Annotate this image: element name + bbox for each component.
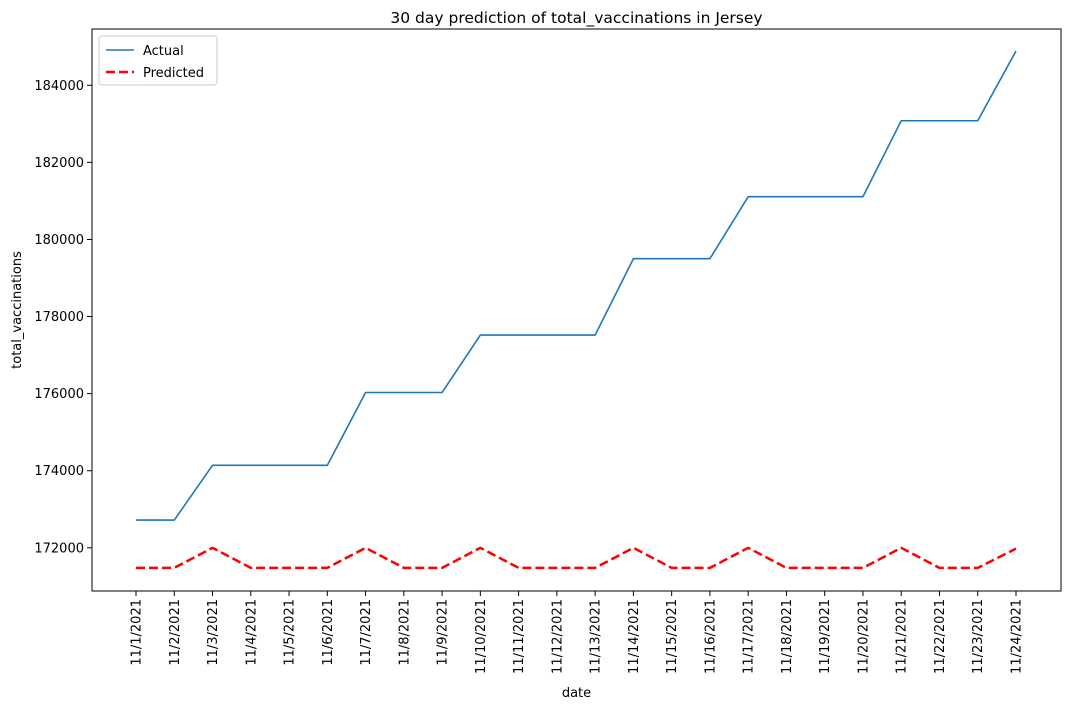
x-tick-label: 11/12/2021 [550, 599, 565, 674]
y-tick-label: 172000 [34, 541, 84, 556]
x-axis-label: date [562, 686, 591, 701]
x-tick-label: 11/1/2021 [130, 599, 145, 666]
x-axis: 11/1/2021 11/2/2021 11/3/2021 11/4/2021 11/5… [130, 591, 1025, 674]
x-tick-label: 11/16/2021 [703, 599, 718, 674]
x-tick-label: 11/22/2021 [933, 599, 948, 674]
x-tick-label: 11/21/2021 [895, 599, 910, 674]
x-tick-label: 11/6/2021 [321, 599, 336, 666]
legend-label-predicted: Predicted [143, 66, 204, 81]
x-tick-label: 11/20/2021 [856, 599, 871, 674]
x-tick-label: 11/3/2021 [206, 599, 221, 666]
series-line-predicted [136, 546, 1017, 570]
x-tick-label: 11/11/2021 [512, 599, 527, 674]
x-tick-label: 11/19/2021 [818, 599, 833, 674]
x-tick-label: 11/5/2021 [283, 599, 298, 666]
x-tick-label: 11/13/2021 [589, 599, 604, 674]
chart-title: 30 day prediction of total_vaccinations … [390, 9, 762, 28]
y-tick-label: 176000 [34, 387, 84, 402]
x-tick-label: 11/9/2021 [436, 599, 451, 666]
plot-area-frame [91, 28, 1062, 592]
series-line-actual [136, 50, 1017, 521]
y-axis: 172000 174000 176000 178000 180000 182000 1840… [34, 79, 92, 556]
x-tick-label: 11/2/2021 [168, 599, 183, 666]
x-tick-label: 11/14/2021 [627, 599, 642, 674]
x-tick-label: 11/8/2021 [397, 599, 412, 666]
y-tick-label: 184000 [34, 79, 84, 94]
x-tick-label: 11/10/2021 [474, 599, 489, 674]
y-tick-label: 180000 [34, 233, 84, 248]
x-tick-label: 11/7/2021 [359, 599, 374, 666]
legend-box [98, 35, 218, 86]
x-tick-label: 11/24/2021 [1010, 599, 1025, 674]
x-tick-label: 11/23/2021 [971, 599, 986, 674]
y-tick-label: 178000 [34, 310, 84, 325]
series-layer [136, 50, 1017, 570]
y-tick-label: 174000 [34, 464, 84, 479]
y-axis-label: total_vaccinations [10, 251, 25, 369]
x-tick-label: 11/18/2021 [780, 599, 795, 674]
legend-label-actual: Actual [143, 44, 184, 59]
legend: Actual Predicted [98, 35, 218, 86]
x-tick-label: 11/17/2021 [742, 599, 757, 674]
y-tick-label: 182000 [34, 156, 84, 171]
x-tick-label: 11/4/2021 [244, 599, 259, 666]
x-tick-label: 11/15/2021 [665, 599, 680, 674]
